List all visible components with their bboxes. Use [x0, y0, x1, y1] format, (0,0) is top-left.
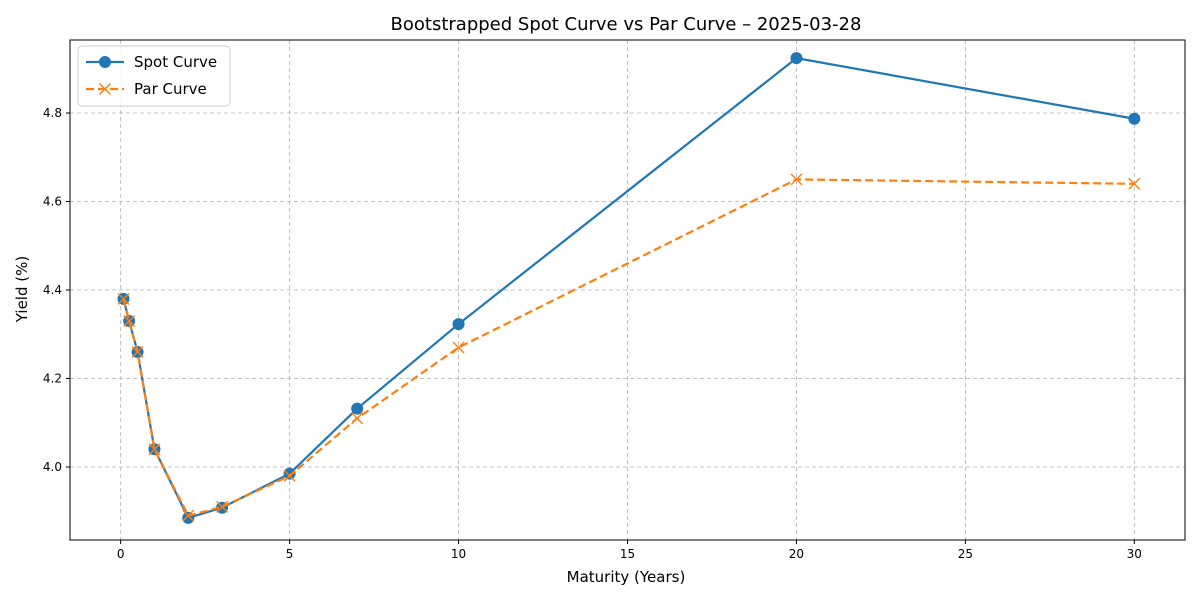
legend-label: Spot Curve — [134, 53, 217, 71]
legend: Spot Curve Par Curve — [77, 45, 231, 107]
par-curve-point — [283, 469, 296, 482]
par-curve-point — [131, 345, 144, 358]
x-tick-label: 15 — [620, 547, 635, 561]
x-tick-label: 10 — [451, 547, 466, 561]
spot-curve-point — [351, 402, 364, 415]
y-tick-label: 4.0 — [43, 460, 62, 474]
par-curve-point — [182, 509, 195, 522]
legend-label: Par Curve — [134, 80, 207, 98]
par-curve-point — [452, 341, 465, 354]
spot-curve-point — [452, 318, 465, 331]
y-tick-label: 4.4 — [43, 283, 62, 297]
spot-curve-point — [99, 56, 111, 68]
spot-curve-series — [117, 52, 1141, 524]
par-curve-point — [1128, 177, 1141, 190]
par-curve-point — [148, 443, 161, 456]
spot-curve-point — [790, 52, 803, 65]
y-axis: 4.0 4.2 4.4 4.6 4.8 — [43, 106, 70, 474]
x-tick-label: 20 — [789, 547, 804, 561]
par-curve-point — [99, 83, 111, 95]
x-tick-label: 0 — [117, 547, 125, 561]
spot-curve-line — [122, 57, 1135, 519]
grid-layer — [70, 40, 1185, 540]
y-axis-label: Yield (%) — [13, 256, 31, 323]
par-curve-point — [123, 314, 136, 327]
x-tick-label: 30 — [1127, 547, 1142, 561]
y-tick-label: 4.2 — [43, 371, 62, 385]
y-tick-label: 4.8 — [43, 106, 62, 120]
legend-item-par-curve: Par Curve — [86, 80, 207, 98]
par-curve-point — [351, 412, 364, 425]
par-curve-point — [216, 500, 229, 513]
par-curve-point — [117, 292, 130, 305]
x-tick-label: 5 — [286, 547, 294, 561]
par-curve-line — [122, 178, 1135, 517]
legend-item-spot-curve: Spot Curve — [86, 53, 217, 71]
spot-curve-point — [283, 467, 296, 480]
par-curve-point — [790, 173, 803, 186]
x-axis: 0 5 10 15 20 25 30 — [117, 540, 1142, 561]
spot-curve-point — [1128, 112, 1141, 125]
par-curve-series — [117, 173, 1141, 522]
series-layer — [117, 52, 1141, 524]
y-tick-label: 4.6 — [43, 195, 62, 209]
x-axis-label: Maturity (Years) — [567, 568, 686, 586]
x-tick-label: 25 — [958, 547, 973, 561]
chart-title: Bootstrapped Spot Curve vs Par Curve – 2… — [391, 14, 862, 35]
